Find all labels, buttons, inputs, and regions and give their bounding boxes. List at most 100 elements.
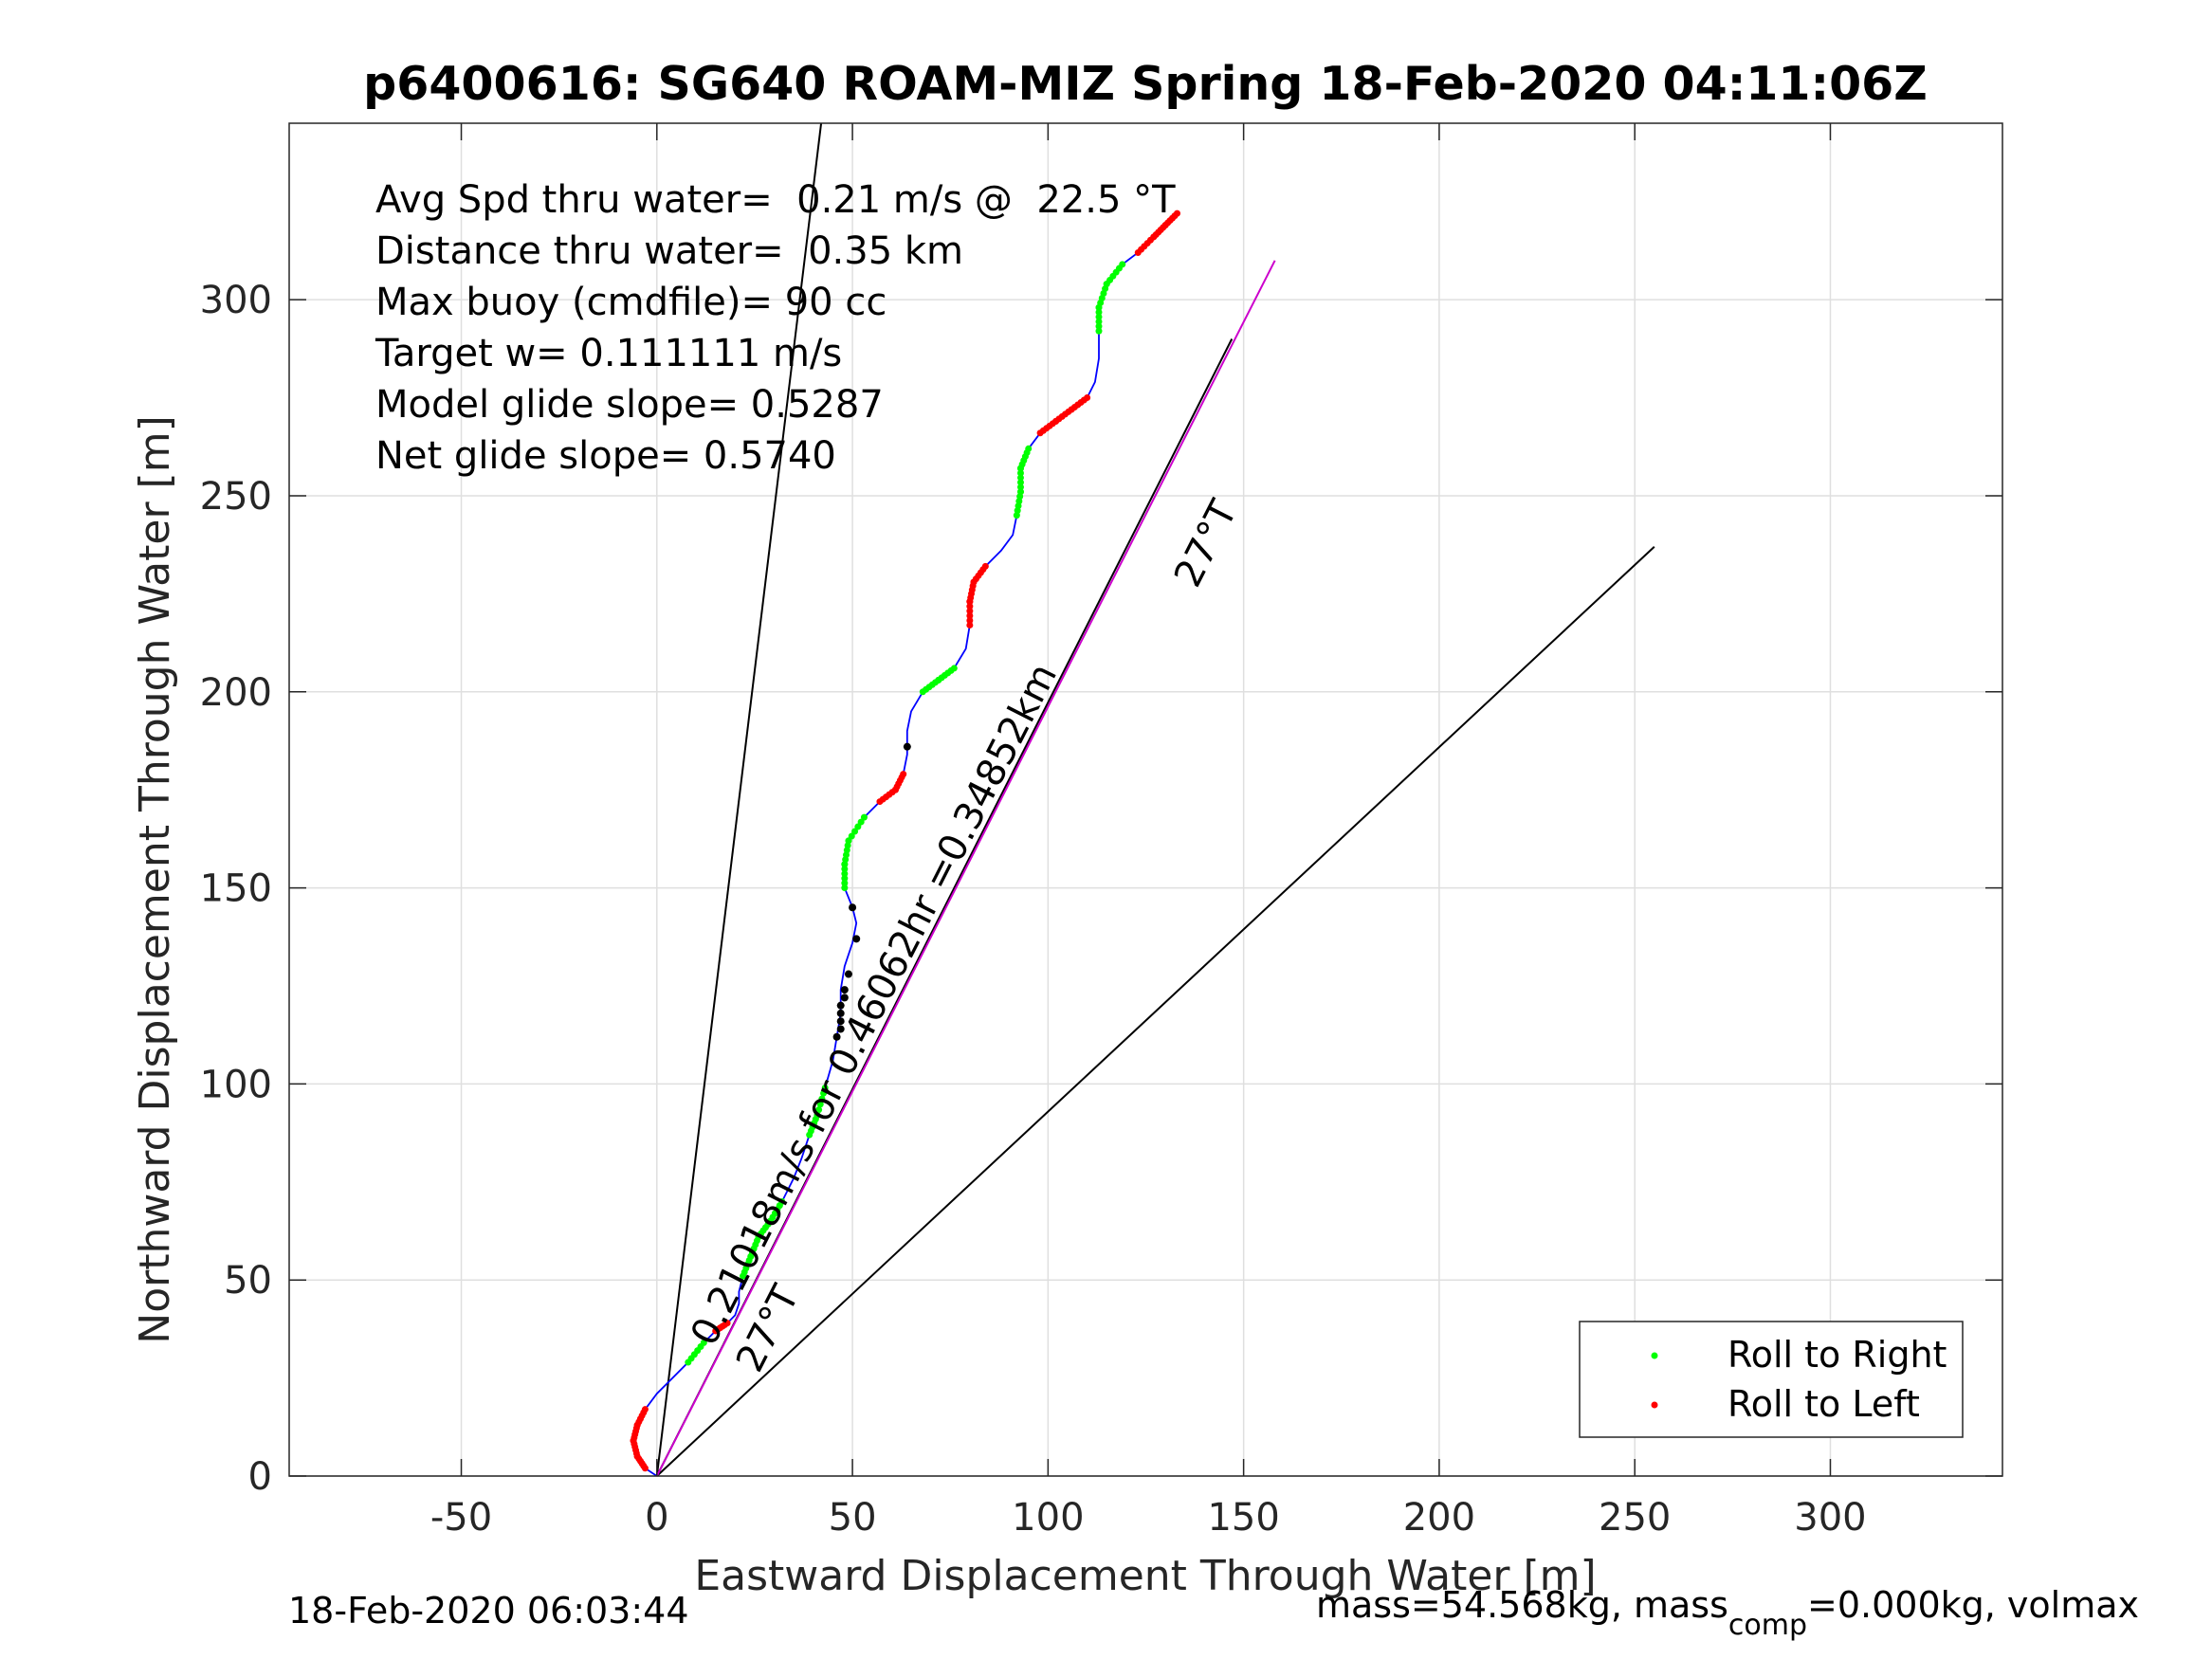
reference-line-2 [656,545,1655,1477]
roll-right-point [841,884,849,892]
roll-right-point [1095,327,1103,335]
roll-right-point [818,1095,826,1103]
roll-right-point [700,1339,707,1346]
axes [288,122,2003,1477]
roll-right-point [854,823,862,830]
roll-right-point [848,832,855,840]
roll-left-point [900,771,907,778]
roll-left-point [966,621,974,629]
y-axis-label: Northward Displacement Through Water [m] [131,415,179,1343]
roll-right-point [1016,488,1024,496]
roll-right-point [778,1197,786,1205]
x-tick-label: 200 [1403,1496,1475,1540]
roll-right-point [1016,479,1024,486]
roll-right-point [814,1111,821,1119]
x-tick-label: 50 [829,1496,877,1540]
roll-right-point [1119,261,1126,268]
roll-left-point [966,616,974,624]
track-point [840,986,849,994]
x-tick-label: 150 [1207,1496,1279,1540]
grid [289,123,2002,1477]
roll-right-point [1095,308,1103,316]
legend-label-roll-left: Roll to Left [1728,1383,1920,1425]
roll-right-point [841,866,849,873]
footer-timestamp: 18-Feb-2020 06:03:44 [288,1590,689,1632]
legend-marker-roll-right [1651,1352,1658,1359]
track-point [836,1009,845,1017]
roll-right-point [851,828,859,835]
roll-right-point [820,1089,828,1097]
roll-right-point [1095,313,1103,320]
track-point [832,1032,841,1041]
y-tick-label: 150 [200,867,272,911]
annotation-net-glide-slope: Net glide slope= 0.5740 [375,434,836,478]
speed-distance-label: 0.21018m/s for 0.46062hr =0.34852km [683,657,1066,1353]
track-point [836,1025,845,1033]
annotation-avg-speed: Avg Spd thru water= 0.21 m/s @ 22.5 °T [375,178,1176,222]
track-point [840,994,849,1002]
track-point [903,742,911,751]
y-tick-label: 50 [224,1259,272,1303]
roll-right-point [1016,469,1024,477]
reference-line-3 [655,260,1276,1477]
track-point [836,1001,845,1010]
x-axis-label: Eastward Displacement Through Water [m] [694,1552,1596,1600]
heading-label-upper: 27°T [1166,493,1247,593]
footer-mass-prefix: mass=54.568kg, mass [1316,1584,1728,1626]
legend-marker-roll-left [1651,1401,1658,1409]
roll-right-point [821,1085,829,1092]
tick-labels: -50 0 50 100 150 200 250 300 0 50 100 150 200 250 300 [200,279,1867,1540]
x-tick-label: 0 [645,1496,668,1540]
roll-right-point [841,875,849,883]
roll-right-point [841,870,849,878]
track-point [836,1017,845,1026]
roll-right-point [845,837,852,845]
roll-left-point [966,608,974,615]
roll-right-point [815,1106,823,1114]
track-point [849,903,857,912]
y-tick-label: 200 [200,671,272,715]
roll-left-point [641,1406,649,1413]
roll-right-point [816,1101,824,1108]
footer-mass-info: mass=54.568kg, masscomp=0.000kg, volmax [1316,1584,2139,1642]
legend: Roll to Right Roll to Left [1579,1321,1964,1438]
x-tick-label: -50 [430,1496,492,1540]
x-tick-label: 300 [1794,1496,1866,1540]
y-tick-label: 300 [200,279,272,322]
legend-label-roll-right: Roll to Right [1728,1334,1947,1376]
footer-mass-suffix: =0.000kg, volmax [1807,1584,2139,1626]
reference-line-0 [655,122,823,1477]
track-point [852,935,861,943]
roll-right-point [1025,445,1033,452]
legend-box [1579,1321,1964,1438]
roll-markers [630,210,1181,1472]
roll-left-point [723,1320,731,1327]
annotation-distance: Distance thru water= 0.35 km [375,229,963,273]
annotation-target-w: Target w= 0.111111 m/s [375,332,842,375]
roll-right-point [1016,483,1024,491]
x-tick-label: 100 [1012,1496,1084,1540]
annotation-max-buoy: Max buoy (cmdfile)= 90 cc [375,281,887,324]
y-tick-label: 100 [200,1063,272,1106]
stats-annotations: Avg Spd thru water= 0.21 m/s @ 22.5 °T D… [375,178,1176,478]
y-tick-label: 250 [200,475,272,519]
reference-lines [655,122,1655,1477]
roll-right-point [841,880,849,887]
roll-right-point [1095,318,1103,325]
plot-frame [288,122,2003,1477]
roll-left-point [1084,394,1091,402]
roll-right-point [857,818,865,826]
x-tick-label: 250 [1599,1496,1671,1540]
annotation-model-glide-slope: Model glide slope= 0.5287 [375,383,884,427]
roll-left-point [966,612,974,620]
roll-right-point [860,813,868,821]
roll-right-point [1016,474,1024,482]
track-point [844,970,852,978]
roll-left-point [981,562,989,570]
roll-right-point [950,665,958,672]
roll-left-point [966,603,974,611]
y-tick-label: 0 [248,1455,272,1499]
roll-right-point [1095,322,1103,330]
roll-left-point [1174,210,1181,217]
